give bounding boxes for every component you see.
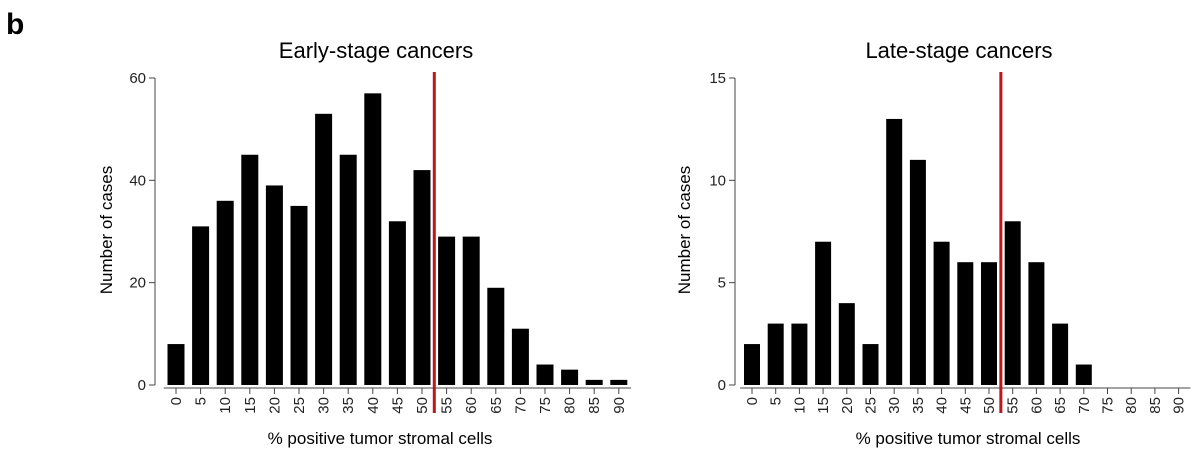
x-tick-label: 30 (316, 397, 333, 414)
bar-5 (767, 323, 784, 385)
bar-15 (815, 241, 832, 385)
bar-40 (933, 241, 950, 385)
x-tick-label: 10 (217, 397, 234, 414)
y-tick-label: 0 (138, 377, 146, 394)
x-tick-label: 50 (981, 397, 998, 414)
bar-70 (511, 328, 529, 385)
bar-45 (388, 221, 406, 385)
bar-25 (290, 205, 308, 385)
bar-20 (265, 185, 283, 385)
x-tick-label: 5 (193, 397, 210, 405)
bar-80 (561, 369, 579, 385)
bar-55 (1004, 221, 1021, 385)
x-tick-label: 55 (1005, 397, 1022, 414)
x-tick-label: 60 (463, 397, 480, 414)
x-tick-label: 70 (512, 397, 529, 414)
bar-85 (585, 379, 603, 385)
x-tick-label: 45 (957, 397, 974, 414)
bar-40 (364, 93, 382, 385)
bar-50 (413, 170, 431, 385)
bar-65 (487, 287, 505, 385)
bar-60 (462, 236, 480, 385)
bar-5 (192, 226, 210, 385)
y-tick-label: 40 (129, 172, 146, 189)
x-tick-label: 15 (242, 397, 259, 414)
x-tick-label: 60 (1028, 397, 1045, 414)
x-tick-label: 0 (168, 397, 185, 405)
x-tick-label: 20 (839, 397, 856, 414)
bar-0 (744, 344, 760, 385)
x-tick-label: 80 (1123, 397, 1140, 414)
bar-45 (957, 262, 974, 385)
bar-90 (610, 379, 628, 385)
x-tick-label: 75 (1100, 397, 1117, 414)
x-tick-label: 30 (886, 397, 903, 414)
bar-20 (838, 303, 855, 385)
chart-title: Late-stage cancers (865, 38, 1052, 63)
x-tick-label: 55 (439, 397, 456, 414)
y-axis-label: Number of cases (97, 166, 116, 295)
y-tick-label: 5 (718, 275, 726, 292)
chart-title: Early-stage cancers (279, 38, 473, 63)
x-tick-label: 75 (537, 397, 554, 414)
bar-15 (241, 154, 259, 385)
x-tick-label: 0 (744, 397, 761, 405)
x-axis-label: % positive tumor stromal cells (268, 429, 493, 448)
x-tick-label: 90 (611, 397, 628, 414)
x-tick-label: 85 (586, 397, 603, 414)
y-tick-label: 0 (718, 377, 726, 394)
x-tick-label: 90 (1171, 397, 1188, 414)
x-tick-label: 25 (291, 397, 308, 414)
x-tick-label: 80 (562, 397, 579, 414)
panel-label: b (6, 8, 24, 41)
bar-75 (536, 364, 554, 385)
x-tick-label: 10 (791, 397, 808, 414)
bar-35 (339, 154, 357, 385)
x-tick-label: 5 (768, 397, 785, 405)
y-tick-label: 15 (709, 70, 726, 87)
x-tick-label: 45 (389, 397, 406, 414)
x-tick-label: 25 (863, 397, 880, 414)
y-tick-label: 10 (709, 172, 726, 189)
y-axis-label: Number of cases (675, 166, 694, 295)
bar-55 (438, 236, 456, 385)
bar-30 (315, 113, 333, 386)
x-tick-label: 85 (1147, 397, 1164, 414)
x-tick-label: 50 (414, 397, 431, 414)
x-tick-label: 40 (365, 397, 382, 414)
bar-10 (791, 323, 808, 385)
y-tick-label: 20 (129, 275, 146, 292)
bar-70 (1075, 364, 1092, 385)
bar-60 (1028, 262, 1045, 385)
x-axis-label: % positive tumor stromal cells (856, 429, 1081, 448)
x-tick-label: 35 (910, 397, 927, 414)
x-tick-label: 65 (1052, 397, 1069, 414)
bar-35 (909, 159, 926, 385)
bar-25 (862, 344, 879, 385)
x-tick-label: 70 (1076, 397, 1093, 414)
x-tick-label: 65 (488, 397, 505, 414)
bar-0 (167, 344, 185, 385)
bar-30 (886, 118, 903, 385)
x-tick-label: 20 (266, 397, 283, 414)
bar-50 (981, 262, 997, 385)
y-tick-label: 60 (129, 70, 146, 87)
x-tick-label: 40 (934, 397, 951, 414)
x-tick-label: 35 (340, 397, 357, 414)
bar-10 (216, 200, 234, 385)
x-tick-label: 15 (815, 397, 832, 414)
bar-65 (1052, 323, 1069, 385)
